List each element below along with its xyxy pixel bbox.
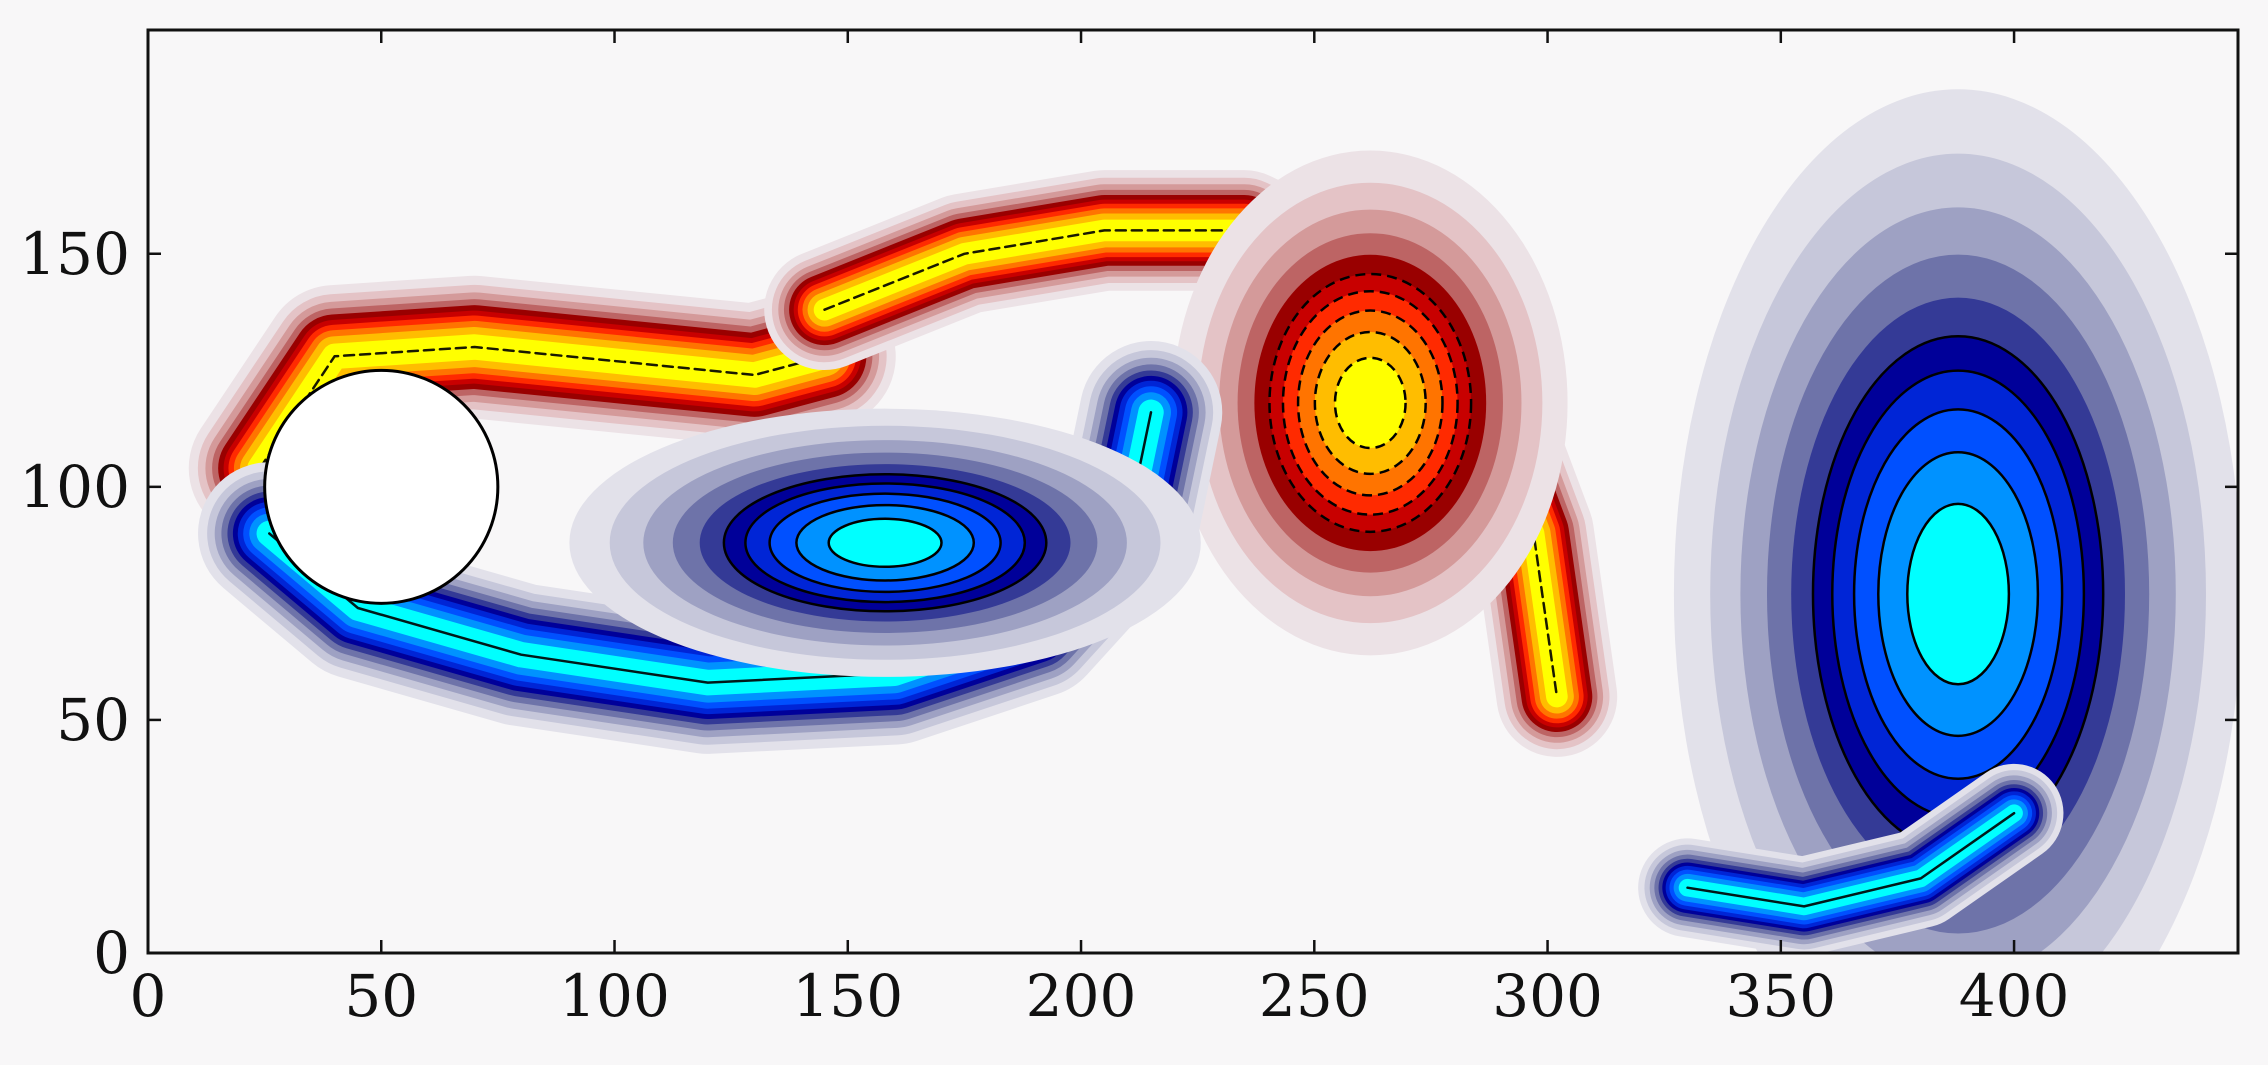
x-tick-label: 100 <box>559 962 670 1030</box>
contour-line <box>1686 811 2016 908</box>
contour-band <box>828 518 942 567</box>
vortex-negative-6 <box>1638 763 2064 953</box>
vortex-positive-0 <box>188 275 896 540</box>
contour-line <box>795 503 976 582</box>
vortex-positive-2 <box>1172 150 1568 656</box>
cylinder-obstacle <box>263 368 500 605</box>
contour-line <box>1313 330 1427 476</box>
y-tick-label: 0 <box>93 919 130 987</box>
x-axis: 0 50 100 150 200 250 300 350 400 <box>130 30 2070 1030</box>
contour-line <box>1268 272 1473 534</box>
contour-line <box>1296 309 1444 497</box>
x-tick-label: 300 <box>1492 962 1603 1030</box>
y-tick-label: 150 <box>19 220 130 288</box>
y-tick-label: 100 <box>19 453 130 521</box>
contour-line <box>1333 356 1407 450</box>
contour-line <box>827 517 943 569</box>
x-tick-label: 400 <box>1959 962 2070 1030</box>
plot-frame <box>146 28 2240 955</box>
cylinder <box>263 368 500 605</box>
contour-line <box>768 492 1002 594</box>
contour-band <box>1334 357 1406 449</box>
vortex-negative-5 <box>1673 89 2238 953</box>
x-tick-label: 350 <box>1725 962 1836 1030</box>
contour-line <box>744 482 1027 604</box>
contour-line <box>1852 408 2064 781</box>
x-tick-label: 200 <box>1026 962 1137 1030</box>
x-tick-label: 250 <box>1259 962 1370 1030</box>
vortex-negative-4 <box>569 408 1201 677</box>
contour-line <box>1281 289 1459 516</box>
contour-line <box>258 345 826 470</box>
contour-line <box>1877 451 2040 738</box>
vorticity-field <box>188 89 2238 953</box>
contour-band <box>1907 503 2009 685</box>
x-tick-label: 50 <box>344 962 418 1030</box>
x-tick-label: 150 <box>792 962 903 1030</box>
contour-line <box>722 473 1048 613</box>
y-axis: 0 50 100 150 <box>19 220 2238 987</box>
contour-line <box>1906 502 2011 686</box>
x-tick-label: 0 <box>130 962 167 1030</box>
y-tick-label: 50 <box>56 686 130 754</box>
